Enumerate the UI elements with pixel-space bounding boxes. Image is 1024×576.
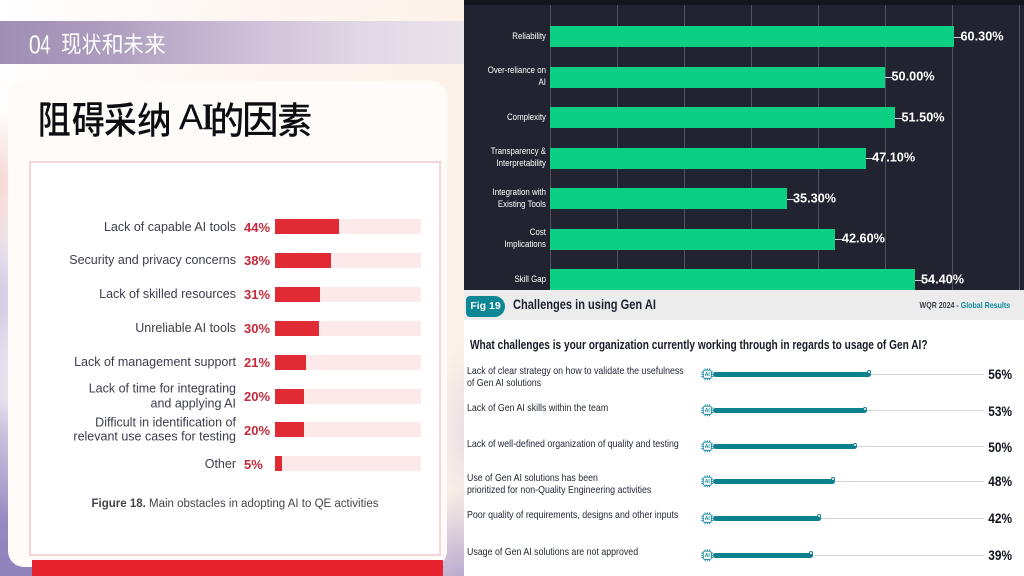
svg-text:AI: AI — [704, 516, 710, 522]
svg-text:AI: AI — [704, 553, 710, 559]
svg-text:AI: AI — [704, 372, 710, 378]
svg-text:AI: AI — [704, 444, 710, 450]
svg-text:AI: AI — [704, 408, 710, 414]
svg-text:AI: AI — [704, 479, 710, 485]
